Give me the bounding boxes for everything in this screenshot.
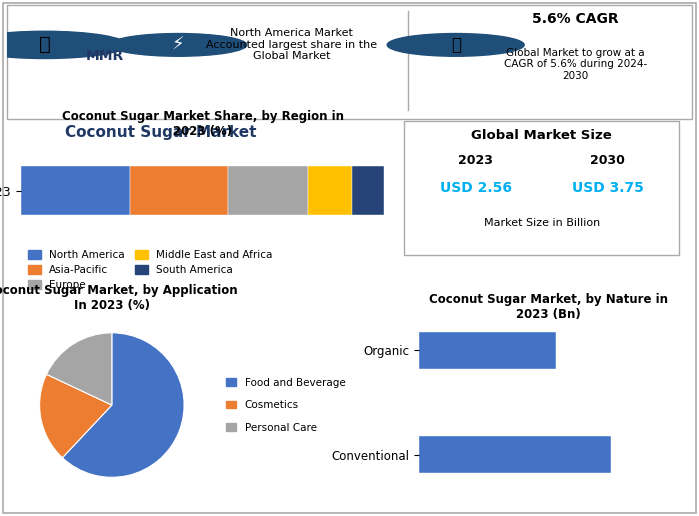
Wedge shape — [40, 374, 112, 458]
Legend: Food and Beverage, Cosmetics, Personal Care: Food and Beverage, Cosmetics, Personal C… — [222, 374, 350, 437]
Title: Coconut Sugar Market Share, by Region in
2023 (%): Coconut Sugar Market Share, by Region in… — [62, 110, 344, 138]
Text: MMR: MMR — [86, 49, 124, 63]
Text: 🔥: 🔥 — [451, 36, 461, 54]
Text: Global Market Size: Global Market Size — [471, 129, 612, 142]
Bar — [308, 166, 352, 215]
Wedge shape — [46, 333, 112, 405]
Wedge shape — [62, 333, 184, 477]
Bar — [21, 166, 130, 215]
Bar — [352, 166, 384, 215]
Text: 5.6% CAGR: 5.6% CAGR — [532, 12, 619, 26]
Text: North America Market
Accounted largest share in the
Global Market: North America Market Accounted largest s… — [206, 28, 377, 61]
Title: Coconut Sugar Market, by Nature in
2023 (Bn): Coconut Sugar Market, by Nature in 2023 … — [429, 293, 668, 321]
Text: USD 3.75: USD 3.75 — [572, 181, 644, 196]
Text: 2030: 2030 — [590, 154, 625, 167]
Bar — [228, 166, 308, 215]
Text: Coconut Sugar Market: Coconut Sugar Market — [64, 124, 256, 140]
Text: ⚡: ⚡ — [172, 36, 185, 54]
Text: USD 2.56: USD 2.56 — [440, 181, 512, 196]
Text: Global Market to grow at a
CAGR of 5.6% during 2024-
2030: Global Market to grow at a CAGR of 5.6% … — [504, 47, 647, 81]
Text: 2023: 2023 — [459, 154, 493, 167]
FancyBboxPatch shape — [404, 121, 679, 255]
FancyBboxPatch shape — [7, 5, 692, 119]
Circle shape — [0, 31, 127, 58]
Bar — [419, 437, 611, 473]
Title: Coconut Sugar Market, by Application
In 2023 (%): Coconut Sugar Market, by Application In … — [0, 284, 238, 312]
Circle shape — [387, 34, 524, 56]
Text: Market Size in Billion: Market Size in Billion — [484, 218, 600, 228]
Circle shape — [110, 34, 247, 56]
Text: 🌐: 🌐 — [38, 36, 50, 54]
Bar — [419, 332, 556, 368]
Legend: North America, Asia-Pacific, Europe, Middle East and Africa, South America: North America, Asia-Pacific, Europe, Mid… — [26, 248, 275, 292]
Bar — [130, 166, 228, 215]
